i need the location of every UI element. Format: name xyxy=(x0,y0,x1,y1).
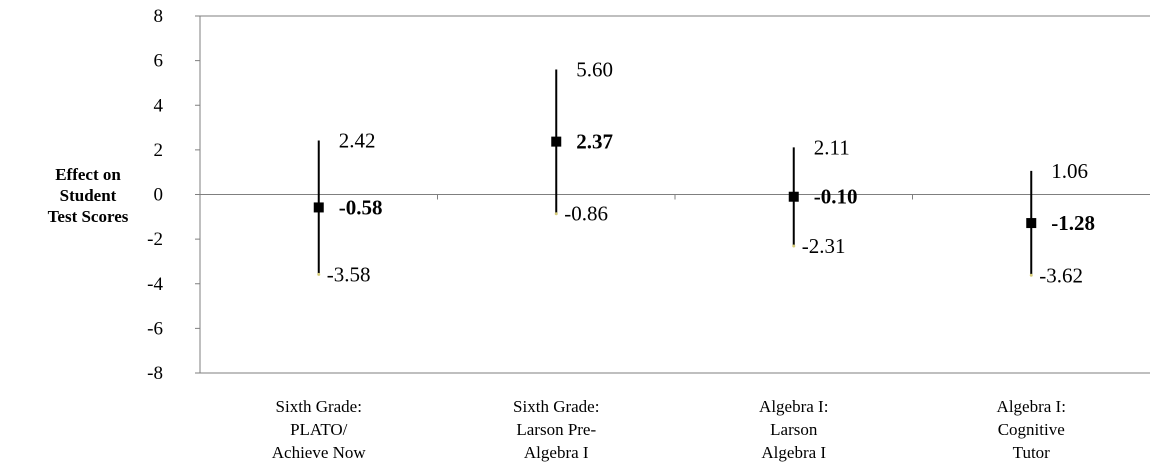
estimate-point xyxy=(1026,218,1037,229)
x-tick-label: Tutor xyxy=(1013,443,1051,462)
lower-bound-label: -0.86 xyxy=(564,202,608,226)
x-tick-label: Larson Pre- xyxy=(516,420,596,439)
lower-bound-label: -3.62 xyxy=(1039,263,1083,287)
estimate-label: -0.58 xyxy=(339,195,383,219)
upper-bound-label: 2.42 xyxy=(339,129,376,153)
estimate-label: -1.28 xyxy=(1051,211,1095,235)
estimate-point xyxy=(551,136,562,147)
error-bar-lower-cap xyxy=(554,212,558,216)
upper-bound-label: 5.60 xyxy=(576,58,613,82)
x-tick-label: Sixth Grade: xyxy=(513,397,599,416)
error-bar-lower-cap xyxy=(317,272,321,276)
y-tick-label: -2 xyxy=(147,229,163,250)
x-tick-label: Algebra I xyxy=(524,443,589,462)
upper-bound-label: 1.06 xyxy=(1051,159,1088,183)
x-tick-label: Achieve Now xyxy=(272,443,367,462)
y-axis-title-line-3: Test Scores xyxy=(47,207,129,226)
error-bar-lower-cap xyxy=(792,244,796,248)
y-axis-title: Effect on Student Test Scores xyxy=(28,164,148,227)
y-tick-label: 8 xyxy=(154,6,164,27)
x-tick-label: Algebra I xyxy=(761,443,826,462)
y-tick-label: -8 xyxy=(147,363,163,384)
x-tick-label: Algebra I: xyxy=(759,397,828,416)
x-tick-label: Sixth Grade: xyxy=(276,397,362,416)
y-tick-label: 0 xyxy=(154,185,164,206)
estimate-label: 2.37 xyxy=(576,130,613,154)
lower-bound-label: -3.58 xyxy=(327,262,371,286)
x-tick-label: PLATO/ xyxy=(290,420,348,439)
lower-bound-label: -2.31 xyxy=(802,234,846,258)
estimate-label: -0.10 xyxy=(814,185,858,209)
x-tick-label: Algebra I: xyxy=(997,397,1066,416)
error-bar-lower-cap xyxy=(1029,273,1033,277)
x-tick-label: Larson xyxy=(770,420,818,439)
x-tick-label: Cognitive xyxy=(998,420,1065,439)
y-tick-label: 2 xyxy=(154,140,164,161)
upper-bound-label: 2.11 xyxy=(814,135,850,159)
estimate-point xyxy=(313,202,324,213)
y-axis-title-line-2: Student xyxy=(59,186,117,205)
y-tick-label: 4 xyxy=(154,95,164,116)
estimate-point xyxy=(788,191,799,202)
y-tick-label: 6 xyxy=(154,51,164,72)
y-tick-label: -4 xyxy=(147,274,163,295)
y-tick-label: -6 xyxy=(147,318,163,339)
y-axis-title-line-1: Effect on xyxy=(55,165,121,184)
